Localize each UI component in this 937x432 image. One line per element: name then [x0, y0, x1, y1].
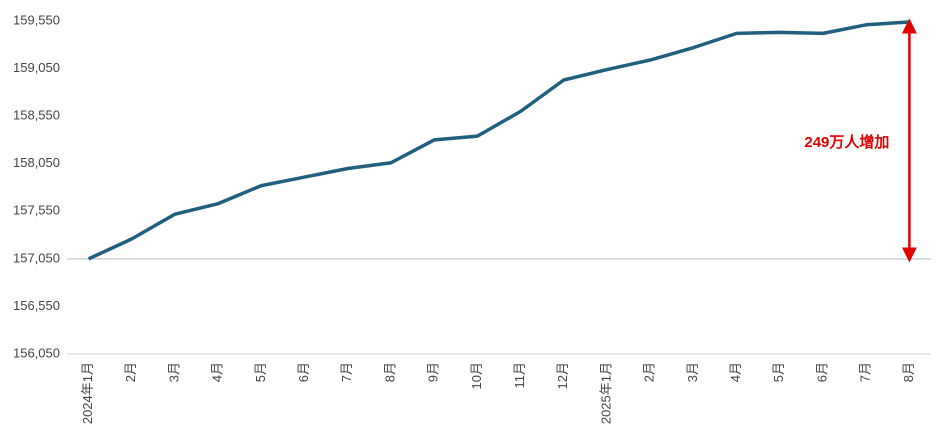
y-tick-label: 158,050: [13, 155, 60, 170]
y-tick-label: 158,550: [13, 108, 60, 123]
annotation: 249万人增加: [804, 133, 889, 151]
x-tick-label: 7月: [858, 362, 873, 382]
y-tick-label: 157,550: [13, 203, 60, 218]
x-tick-label: 2025年1月: [598, 362, 613, 424]
x-tick-label: 4月: [210, 362, 225, 382]
x-tick-label: 5月: [771, 362, 786, 382]
y-tick-label: 157,050: [13, 250, 60, 265]
x-tick-label: 6月: [814, 362, 829, 382]
x-tick-label: 3月: [685, 362, 700, 382]
x-tick-label: 9月: [426, 362, 441, 382]
x-tick-label: 6月: [296, 362, 311, 382]
y-tick-label: 159,050: [13, 60, 60, 75]
x-tick-label: 8月: [901, 362, 916, 382]
x-tick-label: 8月: [382, 362, 397, 382]
x-tick-label: 7月: [339, 362, 354, 382]
y-tick-label: 156,050: [13, 345, 60, 360]
line-series: [87, 20, 910, 261]
x-tick-label: 2月: [123, 362, 138, 382]
x-tick-label: 4月: [728, 362, 743, 382]
x-tick-label: 5月: [253, 362, 268, 382]
x-tick-label: 10月: [469, 362, 484, 389]
x-tick-label: 11月: [512, 362, 527, 389]
x-tick-label: 2024年1月: [80, 362, 95, 424]
y-tick-label: 156,550: [13, 298, 60, 313]
x-tick-label: 3月: [166, 362, 181, 382]
y-tick-label: 159,550: [13, 12, 60, 27]
x-tick-label: 12月: [555, 362, 570, 389]
x-tick-label: 2月: [642, 362, 657, 382]
